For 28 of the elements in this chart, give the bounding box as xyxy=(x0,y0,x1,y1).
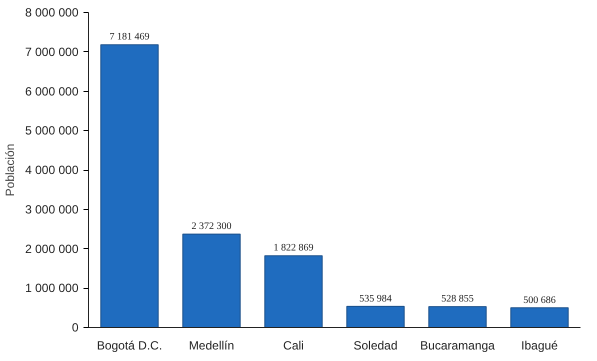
data-label: 2 372 300 xyxy=(192,221,232,232)
x-tick-label: Soledad xyxy=(353,338,398,352)
x-tick-label: Medellín xyxy=(188,338,234,352)
y-tick-label: 2 000 000 xyxy=(25,242,79,256)
data-label: 528 855 xyxy=(441,294,474,305)
x-tick-label: Cali xyxy=(283,338,304,352)
bar xyxy=(510,307,569,328)
bar xyxy=(100,44,159,328)
data-label: 500 686 xyxy=(523,294,556,306)
y-tick-label: 8 000 000 xyxy=(25,6,79,20)
y-tick-label: 1 000 000 xyxy=(25,281,79,296)
data-label: 7 181 469 xyxy=(110,32,150,43)
data-label: 535 984 xyxy=(359,293,392,304)
y-tick-label: 6 000 000 xyxy=(25,84,79,98)
y-tick-label: 3 000 000 xyxy=(25,202,79,216)
bar xyxy=(182,234,241,328)
x-tick-label: Bogotá D.C. xyxy=(96,338,162,352)
y-tick-label: 5 000 000 xyxy=(25,124,79,138)
x-tick-label: Bucaramanga xyxy=(420,338,496,352)
y-axis-title: Población xyxy=(3,144,18,196)
y-tick-label: 4 000 000 xyxy=(25,163,79,177)
bar xyxy=(264,255,323,328)
y-tick-label: 7 000 000 xyxy=(25,44,79,59)
data-label: 1 822 869 xyxy=(274,242,314,254)
bar xyxy=(346,306,405,328)
bar xyxy=(428,306,487,328)
y-tick-label: 0 xyxy=(72,320,79,334)
x-tick-label: Ibagué xyxy=(521,338,558,352)
